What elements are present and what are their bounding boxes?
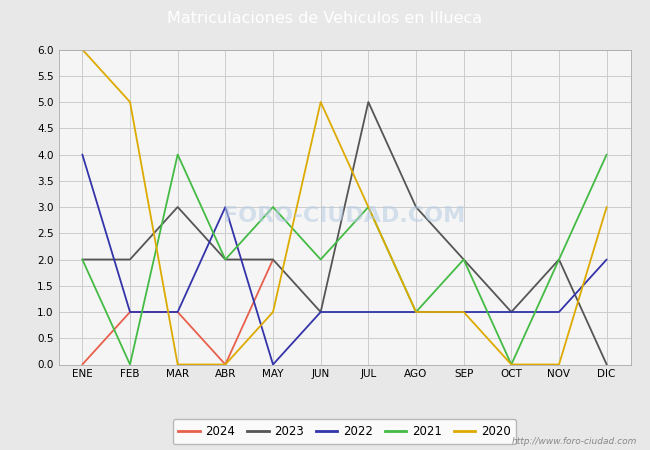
Text: http://www.foro-ciudad.com: http://www.foro-ciudad.com (512, 436, 637, 446)
Text: Matriculaciones de Vehiculos en Illueca: Matriculaciones de Vehiculos en Illueca (168, 11, 482, 26)
Legend: 2024, 2023, 2022, 2021, 2020: 2024, 2023, 2022, 2021, 2020 (172, 419, 517, 444)
Text: FORO-CIUDAD.COM: FORO-CIUDAD.COM (224, 207, 465, 226)
